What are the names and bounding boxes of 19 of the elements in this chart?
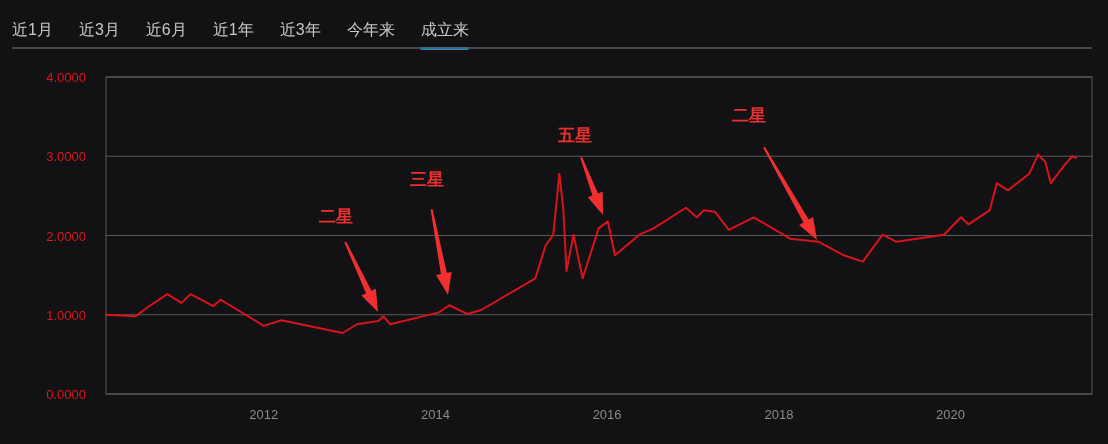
x-tick-label: 2012: [249, 407, 279, 422]
annotation: 五星: [557, 126, 592, 145]
y-tick-label: 4.0000: [46, 70, 86, 85]
annotation: 三星: [410, 170, 452, 295]
annotation: 二星: [319, 207, 378, 312]
annotation: 三星: [410, 170, 444, 189]
x-tick-label: 2018: [764, 407, 794, 422]
tabs: 近1月 近3月 近6月 近1年 近3年 今年来 成立来: [11, 21, 1093, 50]
annotation: 五星: [558, 126, 603, 215]
x-tick-label: 2016: [592, 407, 622, 422]
y-tick-label: 0.0000: [46, 387, 86, 402]
y-tick-label: 2.0000: [46, 228, 86, 244]
x-tick-label: 2020: [936, 407, 965, 422]
y-tick-label: 3.0000: [46, 149, 86, 165]
annotation: 二星: [319, 207, 353, 226]
y-tick-label: 1.0000: [46, 307, 86, 323]
annotation: 二星: [732, 106, 766, 125]
annotation: 二星: [732, 106, 817, 240]
x-tick-label: 2014: [421, 407, 450, 422]
